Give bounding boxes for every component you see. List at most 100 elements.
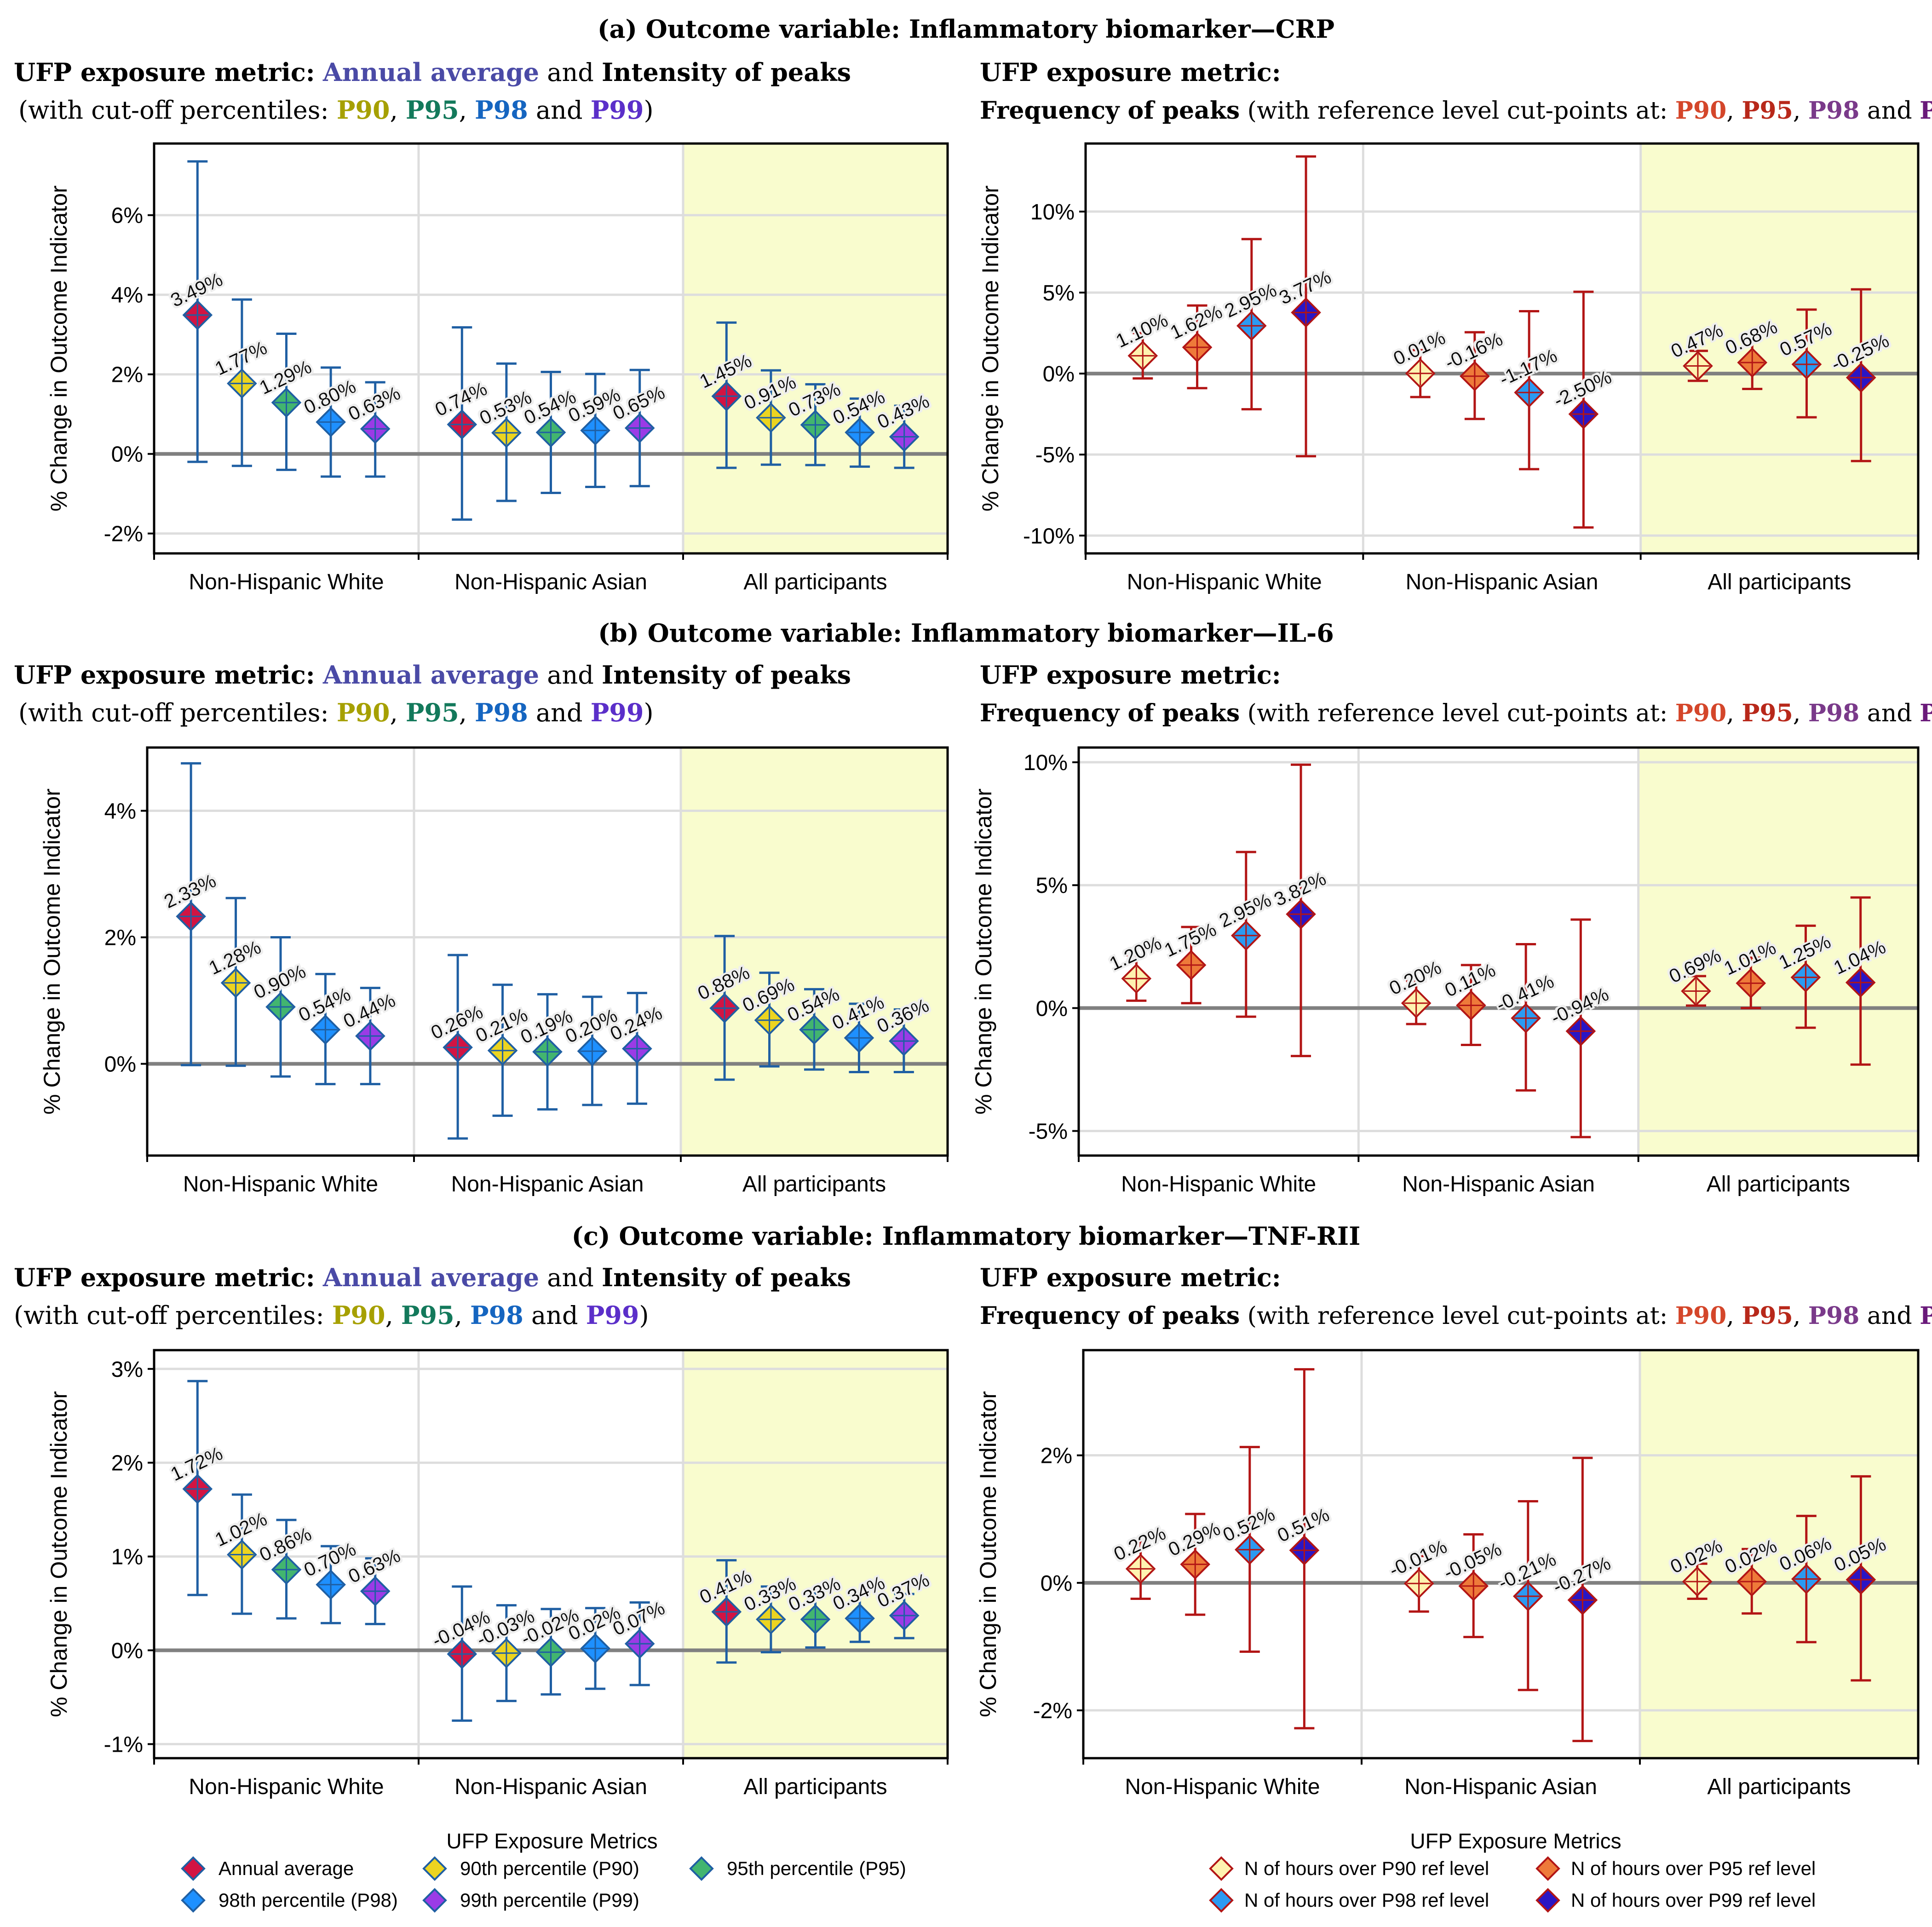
chart-il6-frequency: -5% 0% 5% 10% % Change in Outcome Indicator N… xyxy=(971,746,1920,1196)
point-p98: 2.95% xyxy=(1216,851,1275,1018)
point-p98: 0.20% xyxy=(562,995,621,1106)
legend-diamond-icon xyxy=(1535,1856,1560,1881)
y-tick-label: 6% xyxy=(111,204,143,228)
intensity-keyword: Intensity of peaks xyxy=(602,660,851,690)
intensity-keyword: Intensity of peaks xyxy=(602,58,851,87)
legend-diamond-icon xyxy=(689,1856,714,1881)
all-participants-highlight xyxy=(683,144,948,553)
and-word: and xyxy=(1867,700,1912,727)
y-axis-title: % Change in Outcome Indicator xyxy=(39,788,65,1115)
p90-keyword: P90 xyxy=(332,1300,385,1330)
chart-crp-frequency: -10% -5% 0% 5% 10% % Change in Outcome Indica… xyxy=(978,142,1920,594)
panel-b-right-subtitle-line2: Frequency of peaks (with reference level… xyxy=(980,699,1932,727)
legend-label: N of hours over P98 ref level xyxy=(1244,1889,1489,1911)
legend-diamond-icon xyxy=(181,1888,206,1913)
y-tick-label: -1% xyxy=(104,1732,143,1757)
legend-diamond-icon xyxy=(422,1856,447,1881)
x-category-label: All participants xyxy=(742,1172,886,1196)
legend-item: N of hours over P99 ref level xyxy=(1535,1888,1816,1913)
x-category-label: Non-Hispanic Asian xyxy=(451,1172,644,1196)
p95-keyword: P95 xyxy=(401,1300,454,1330)
panel-c-right-subtitle-line1: UFP exposure metric: xyxy=(980,1263,1281,1292)
point-p95: 0.54% xyxy=(520,371,579,495)
point-p90: -0.01% xyxy=(1386,1536,1450,1613)
p95-keyword: P95 xyxy=(1742,699,1793,727)
cutoff-text: (with cut-off percentiles: xyxy=(14,1301,324,1330)
legend-item: 95th percentile (P95) xyxy=(689,1856,906,1881)
p99-keyword: P99 xyxy=(1920,97,1932,125)
p99-keyword: P99 xyxy=(591,95,644,125)
point-p99: 0.51% xyxy=(1274,1368,1333,1730)
point-p90: 1.20% xyxy=(1106,932,1165,1002)
point-p99: 3.77% xyxy=(1276,155,1334,458)
legend-diamond-icon xyxy=(181,1856,206,1881)
point-annual: 2.33% xyxy=(161,762,219,1066)
point-p95: 0.11% xyxy=(1441,959,1499,1047)
p98-keyword: P98 xyxy=(1808,1302,1859,1330)
close-paren: ) xyxy=(644,698,653,727)
y-tick-label: 2% xyxy=(111,1451,143,1476)
point-p99: -0.27% xyxy=(1549,1456,1614,1743)
y-tick-label: -2% xyxy=(1033,1699,1072,1723)
point-p99: -0.94% xyxy=(1547,918,1612,1139)
y-tick-label: 0% xyxy=(111,1639,143,1663)
panel-c-left-subtitle-line1: UFP exposure metric: Annual average and … xyxy=(14,1263,851,1292)
y-axis-title: % Change in Outcome Indicator xyxy=(978,185,1003,512)
point-p95: 0.29% xyxy=(1165,1513,1224,1616)
p98-keyword: P98 xyxy=(475,698,528,727)
point-p90: 1.10% xyxy=(1112,309,1171,380)
all-participants-highlight xyxy=(681,748,948,1156)
p99-keyword: P99 xyxy=(1920,699,1932,727)
y-tick-label: 2% xyxy=(1041,1444,1072,1468)
ref-text: (with reference level cut-points at: xyxy=(1248,97,1668,125)
panel-b-heading: (b) Outcome variable: Inflammatory bioma… xyxy=(598,618,1334,648)
and-word: and xyxy=(547,1263,594,1292)
p98-keyword: P98 xyxy=(1808,97,1859,125)
ref-text: (with reference level cut-points at: xyxy=(1248,1302,1668,1330)
y-tick-label: 5% xyxy=(1043,281,1075,305)
x-category-label: All participants xyxy=(1708,570,1851,594)
point-p90: 0.21% xyxy=(472,984,531,1117)
y-tick-label: 0% xyxy=(111,443,143,467)
annual-average-keyword: Annual average xyxy=(322,660,539,690)
point-p90: 0.20% xyxy=(1386,956,1444,1025)
panel-c-right-subtitle-line2: Frequency of peaks (with reference level… xyxy=(980,1302,1932,1330)
point-p90: 0.01% xyxy=(1390,327,1449,398)
point-p98: 0.54% xyxy=(295,972,354,1086)
and-word: and xyxy=(1867,97,1912,125)
x-category-label: Non-Hispanic Asian xyxy=(454,570,647,594)
legend-label: Annual average xyxy=(218,1858,354,1879)
panel-a-right-subtitle-line2: Frequency of peaks (with reference level… xyxy=(980,97,1932,125)
p90-keyword: P90 xyxy=(337,698,390,727)
point-annual: 0.74% xyxy=(431,326,490,521)
x-category-label: Non-Hispanic Asian xyxy=(1402,1172,1595,1196)
p90-keyword: P90 xyxy=(1675,1302,1726,1330)
chart-crp-annual-intensity: -2% 0% 2% 4% 6% % Change in Outcome Indicator… xyxy=(46,142,949,594)
legend-diamond-icon xyxy=(1209,1888,1234,1913)
x-category-label: All participants xyxy=(1707,1775,1851,1799)
x-category-label: Non-Hispanic Asian xyxy=(454,1775,647,1799)
point-p95: 0.19% xyxy=(517,993,576,1111)
y-tick-label: 1% xyxy=(111,1545,143,1570)
plot-frame xyxy=(153,142,949,555)
legend-item: N of hours over P90 ref level xyxy=(1209,1856,1489,1881)
point-annual: 0.26% xyxy=(427,954,486,1140)
y-tick-label: 0% xyxy=(1041,1571,1072,1596)
y-tick-label: -10% xyxy=(1023,524,1075,548)
legend-label: N of hours over P90 ref level xyxy=(1244,1858,1489,1879)
panel-b-right-subtitle-line1: UFP exposure metric: xyxy=(980,660,1281,690)
p99-keyword: P99 xyxy=(1920,1302,1932,1330)
y-tick-label: 10% xyxy=(1024,751,1068,775)
legend-item: Annual average xyxy=(181,1856,354,1881)
legend-frequency-metrics: UFP Exposure Metrics N of hours over P90 … xyxy=(1209,1829,1816,1913)
y-tick-label: -2% xyxy=(104,522,143,546)
plot-frame xyxy=(146,746,949,1157)
and-word: and xyxy=(547,58,594,87)
metric-prefix: UFP exposure metric: xyxy=(14,58,315,87)
point-annual: 1.45% xyxy=(696,321,755,469)
p98-keyword: P98 xyxy=(1808,699,1859,727)
y-tick-label: 4% xyxy=(111,283,143,308)
frequency-keyword: Frequency of peaks xyxy=(980,97,1240,125)
annual-average-keyword: Annual average xyxy=(322,1263,539,1292)
y-tick-label: -5% xyxy=(1029,1120,1068,1144)
